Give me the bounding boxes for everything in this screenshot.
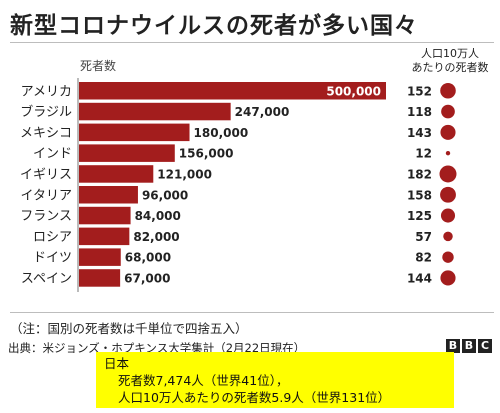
category-label: イギリス [20, 167, 72, 182]
per-capita-header-line2: あたりの死者数 [412, 61, 489, 74]
per-capita-dot [442, 251, 454, 263]
per-capita-value-label: 12 [415, 147, 432, 161]
per-capita-value-label: 82 [415, 251, 432, 265]
bar-chart: 死者数 人口10万人 あたりの死者数 アメリカ 500,000 152 ブラジル 247… [20, 47, 489, 292]
category-label: ブラジル [20, 104, 72, 120]
category-label: インド [33, 147, 72, 162]
bar-value-label: 67,000 [124, 271, 170, 285]
category-label: スペイン [21, 271, 72, 286]
bar [79, 227, 130, 246]
per-capita-dot [440, 124, 456, 140]
per-capita-dot [440, 82, 456, 99]
per-capita-value-label: 182 [407, 167, 432, 181]
bar [79, 269, 121, 287]
bar-value-label: 156,000 [179, 147, 234, 161]
bar-value-label: 82,000 [133, 230, 179, 244]
per-capita-dot [440, 208, 456, 223]
per-capita-dot [441, 104, 455, 119]
rounding-note: （注：国別の死者数は千単位で四捨五入） [10, 321, 248, 336]
per-capita-header-line1: 人口10万人 [421, 47, 479, 60]
bar [79, 248, 121, 266]
bar-value-label: 96,000 [142, 188, 188, 202]
japan-highlight-box: 日本 死者数7,474人（世界41位）， 人口10万人あたりの死者数5.9人（世… [96, 352, 454, 408]
per-capita-value-label: 158 [407, 188, 432, 202]
per-capita-value-label: 152 [407, 84, 432, 98]
bar-value-label: 68,000 [125, 251, 171, 265]
bar [79, 102, 231, 121]
title-divider [10, 42, 494, 43]
per-capita-value-label: 118 [407, 105, 432, 119]
per-capita-value-label: 143 [407, 126, 432, 140]
bars-group: アメリカ 500,000 152 ブラジル 247,000 118 メキシコ 180,000 1… [20, 82, 457, 287]
chart-title: 新型コロナウイルスの死者が多い国々 [10, 13, 418, 39]
per-capita-dot [439, 165, 457, 183]
bbc-logo-letter-1: B [446, 339, 460, 353]
chart-bottom-divider [10, 312, 494, 313]
category-label: フランス [20, 209, 72, 224]
bbc-logo-letter-2: B [462, 339, 476, 353]
bar-value-label: 247,000 [235, 105, 290, 119]
bar [79, 206, 131, 225]
category-label: イタリア [21, 188, 72, 203]
bar [79, 123, 190, 142]
japan-per-capita-line: 人口10万人あたりの死者数5.9人（世界131位） [118, 390, 391, 405]
bbc-logo-letter-3: C [478, 339, 492, 353]
bar-value-label: 180,000 [194, 126, 249, 140]
per-capita-value-label: 57 [415, 230, 432, 244]
bar [79, 82, 386, 100]
source-credit: 出典：米ジョンズ・ホプキンス大学集計（2月22日現在） [8, 341, 306, 355]
value-axis-label: 死者数 [80, 58, 116, 73]
category-label: アメリカ [21, 84, 72, 99]
category-label: ロシア [33, 230, 72, 245]
category-label: ドイツ [33, 251, 72, 266]
category-label: メキシコ [20, 126, 72, 141]
per-capita-dot [440, 186, 456, 203]
bar-value-label: 84,000 [135, 209, 181, 223]
per-capita-value-label: 144 [407, 271, 432, 285]
per-capita-dot [440, 270, 456, 286]
bar-value-label: 121,000 [157, 167, 212, 181]
japan-heading: 日本 [104, 356, 130, 371]
per-capita-value-label: 125 [407, 209, 432, 223]
per-capita-dot [443, 231, 453, 242]
bar [79, 144, 175, 162]
per-capita-dot [445, 150, 451, 156]
bar [79, 165, 154, 183]
bar-value-label: 500,000 [326, 84, 381, 98]
japan-deaths-line: 死者数7,474人（世界41位）， [118, 373, 289, 388]
bbc-logo: B B C [446, 339, 492, 353]
bar [79, 186, 138, 204]
